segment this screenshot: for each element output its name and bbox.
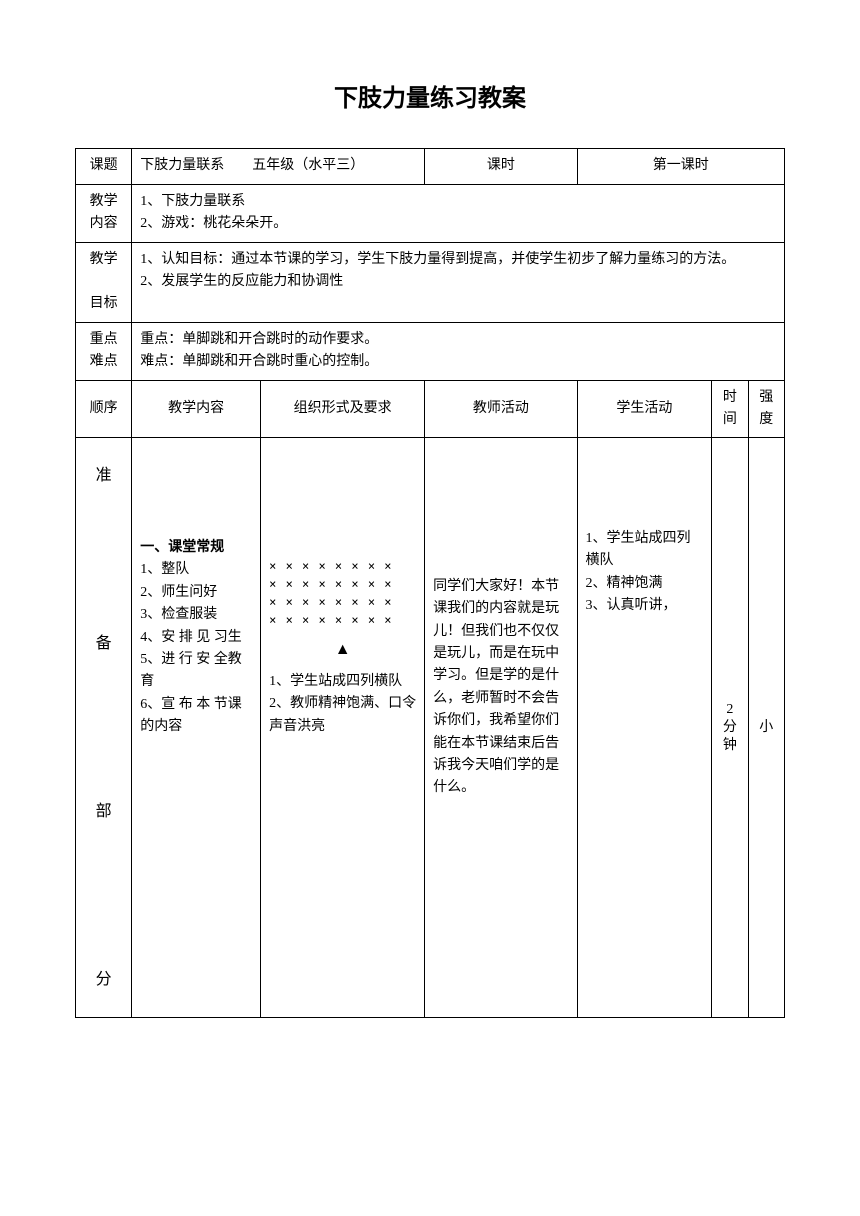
content-label: 教学内容 <box>76 184 132 242</box>
header-row: 顺序 教学内容 组织形式及要求 教师活动 学生活动 时间 强度 <box>76 380 785 438</box>
goal-row: 教学 目标 1、认知目标：通过本节课的学习，学生下肢力量得到提高，并使学生初步了… <box>76 242 785 322</box>
prep-row: 准 备 部 分 一、课堂常规 1、整队 2、师生问好 3、检查服装 4、安 排 … <box>76 438 785 1018</box>
prep-section-label: 准 备 部 分 <box>76 438 132 1018</box>
keypoint-value: 重点：单脚跳和开合跳时的动作要求。 难点：单脚跳和开合跳时重心的控制。 <box>132 322 785 380</box>
header-seq: 顺序 <box>76 380 132 438</box>
formation-diagram: × × × × × × × × × × × × × × × × × × × × … <box>269 557 416 629</box>
header-intensity: 强度 <box>748 380 784 438</box>
period-value: 第一课时 <box>577 149 785 184</box>
header-time: 时间 <box>712 380 748 438</box>
content-value: 1、下肢力量联系 2、游戏：桃花朵朵开。 <box>132 184 785 242</box>
topic-row: 课题 下肢力量联系 五年级（水平三） 课时 第一课时 <box>76 149 785 184</box>
header-student: 学生活动 <box>577 380 712 438</box>
prep-time-cell: 2分钟 <box>712 438 748 1018</box>
keypoint-row: 重点难点 重点：单脚跳和开合跳时的动作要求。 难点：单脚跳和开合跳时重心的控制。 <box>76 322 785 380</box>
topic-label: 课题 <box>76 149 132 184</box>
prep-student-cell: 1、学生站成四列横队 2、精神饱满 3、认真听讲， <box>577 438 712 1018</box>
prep-content-items: 1、整队 2、师生问好 3、检查服装 4、安 排 见 习生 5、进 行 安 全教… <box>140 559 252 738</box>
goal-value: 1、认知目标：通过本节课的学习，学生下肢力量得到提高，并使学生初步了解力量练习的… <box>132 242 785 322</box>
header-teacher: 教师活动 <box>425 380 577 438</box>
lesson-plan-table: 课题 下肢力量联系 五年级（水平三） 课时 第一课时 教学内容 1、下肢力量联系… <box>75 148 785 1018</box>
topic-value: 下肢力量联系 五年级（水平三） <box>132 149 425 184</box>
prep-teacher-activity: 同学们大家好！本节课我们的内容就是玩儿！但我们也不仅仅是玩儿，而是在玩中学习。但… <box>433 576 568 800</box>
keypoint-label: 重点难点 <box>76 322 132 380</box>
prep-student-activity: 1、学生站成四列横队 2、精神饱满 3、认真听讲， <box>586 528 704 618</box>
content-row: 教学内容 1、下肢力量联系 2、游戏：桃花朵朵开。 <box>76 184 785 242</box>
prep-intensity-cell: 小 <box>748 438 784 1018</box>
prep-org-notes: 1、学生站成四列横队 2、教师精神饱满、口令声音洪亮 <box>269 671 416 738</box>
page-title: 下肢力量练习教案 <box>75 80 785 118</box>
goal-label: 教学 目标 <box>76 242 132 322</box>
prep-content-title: 一、课堂常规 <box>140 540 224 555</box>
triangle-icon: ▲ <box>269 637 416 663</box>
header-content: 教学内容 <box>132 380 261 438</box>
prep-content-cell: 一、课堂常规 1、整队 2、师生问好 3、检查服装 4、安 排 见 习生 5、进… <box>132 438 261 1018</box>
header-org: 组织形式及要求 <box>261 380 425 438</box>
prep-teacher-cell: 同学们大家好！本节课我们的内容就是玩儿！但我们也不仅仅是玩儿，而是在玩中学习。但… <box>425 438 577 1018</box>
prep-org-cell: × × × × × × × × × × × × × × × × × × × × … <box>261 438 425 1018</box>
period-label: 课时 <box>425 149 577 184</box>
